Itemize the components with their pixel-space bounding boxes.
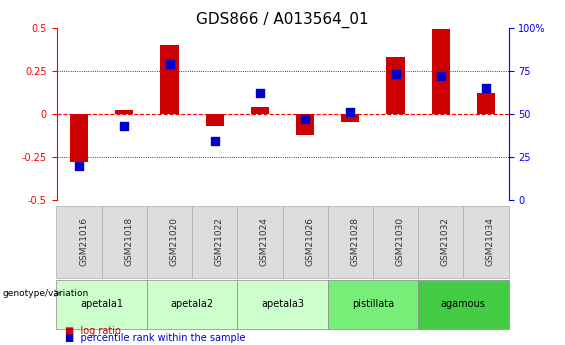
Bar [237, 206, 282, 278]
Bar [282, 206, 328, 278]
Text: apetala3: apetala3 [261, 299, 304, 309]
Bar [192, 206, 237, 278]
Point [120, 123, 129, 129]
Text: apetala2: apetala2 [171, 299, 214, 309]
Point [301, 116, 310, 122]
Bar [432, 29, 450, 114]
Text: agamous: agamous [441, 299, 486, 309]
Text: GSM21016: GSM21016 [79, 217, 88, 266]
Text: genotype/variation: genotype/variation [3, 289, 89, 298]
Text: GSM21030: GSM21030 [396, 217, 405, 266]
Point [165, 61, 174, 67]
Bar [418, 280, 509, 329]
Bar [328, 206, 373, 278]
Bar [386, 57, 405, 114]
Point [210, 139, 219, 144]
Point [391, 71, 400, 77]
Text: GSM21034: GSM21034 [486, 217, 495, 266]
Text: ■  percentile rank within the sample: ■ percentile rank within the sample [65, 333, 245, 343]
Text: ■  log ratio: ■ log ratio [65, 326, 121, 336]
Bar [147, 206, 192, 278]
Point [346, 109, 355, 115]
Text: GSM21020: GSM21020 [170, 217, 179, 266]
Text: GSM21032: GSM21032 [441, 217, 450, 266]
Text: GSM21018: GSM21018 [124, 217, 133, 266]
Text: GSM21028: GSM21028 [350, 217, 359, 266]
Bar [418, 206, 463, 278]
Text: GSM21022: GSM21022 [215, 217, 224, 266]
Bar [56, 206, 102, 278]
Bar [463, 206, 508, 278]
Bar [160, 45, 179, 114]
Bar [237, 280, 328, 329]
Bar [328, 280, 418, 329]
Point [436, 73, 445, 79]
Text: GSM21024: GSM21024 [260, 217, 269, 266]
Bar [296, 114, 314, 135]
Bar [56, 280, 147, 329]
Bar [206, 114, 224, 126]
Title: GDS866 / A013564_01: GDS866 / A013564_01 [196, 11, 369, 28]
Bar [251, 107, 269, 114]
Bar [373, 206, 418, 278]
Bar [147, 280, 237, 329]
Bar [341, 114, 359, 122]
Text: apetala1: apetala1 [80, 299, 123, 309]
Point [255, 90, 264, 96]
Bar [115, 110, 133, 114]
Bar [102, 206, 147, 278]
Point [75, 163, 84, 168]
Text: pistillata: pistillata [352, 299, 394, 309]
Point [481, 85, 490, 91]
Text: GSM21026: GSM21026 [305, 217, 314, 266]
Bar [70, 114, 88, 162]
Bar [477, 93, 495, 114]
